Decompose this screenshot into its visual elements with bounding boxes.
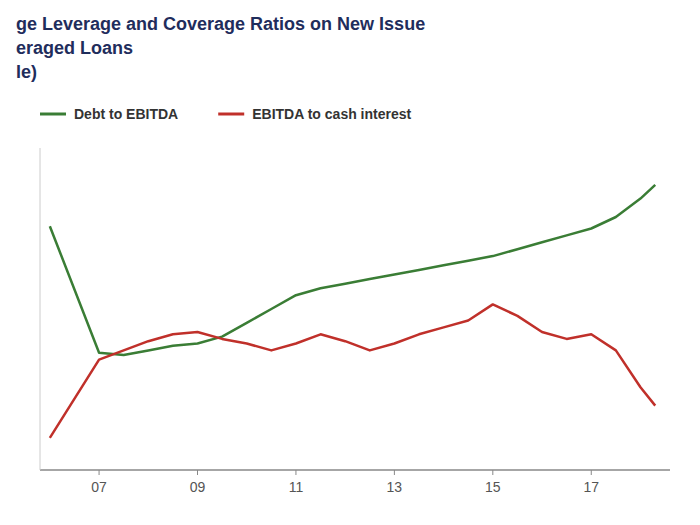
legend-swatch	[218, 113, 244, 116]
series-line	[50, 185, 655, 355]
background	[0, 0, 700, 525]
x-tick-label: 15	[485, 479, 501, 495]
x-tick	[394, 470, 395, 475]
x-tick-label: 09	[190, 479, 206, 495]
title-line: le)	[16, 62, 37, 82]
plot-area	[50, 185, 655, 438]
x-tick-label: 17	[583, 479, 599, 495]
chart: ge Leverage and Coverage Ratios on New I…	[0, 0, 700, 525]
title-line: eraged Loans	[16, 38, 133, 58]
legend-label: Debt to EBITDA	[74, 106, 178, 122]
legend-label: EBITDA to cash interest	[252, 106, 411, 122]
x-axis-line	[40, 469, 670, 471]
x-tick	[591, 470, 592, 475]
chart-container: ge Leverage and Coverage Ratios on New I…	[0, 0, 700, 525]
x-tick	[492, 470, 493, 475]
y-axis-line	[40, 148, 41, 470]
series-line	[50, 304, 655, 437]
x-tick	[197, 470, 198, 475]
x-tick-label: 13	[387, 479, 403, 495]
legend-swatch	[40, 113, 66, 116]
x-tick	[295, 470, 296, 475]
x-tick-label: 07	[91, 479, 107, 495]
x-tick-label: 11	[289, 479, 304, 495]
title: ge Leverage and Coverage Ratios on New I…	[16, 14, 425, 82]
title-line: ge Leverage and Coverage Ratios on New I…	[16, 14, 425, 34]
x-tick	[99, 470, 100, 475]
legend: Debt to EBITDA EBITDA to cash interest	[40, 106, 412, 122]
